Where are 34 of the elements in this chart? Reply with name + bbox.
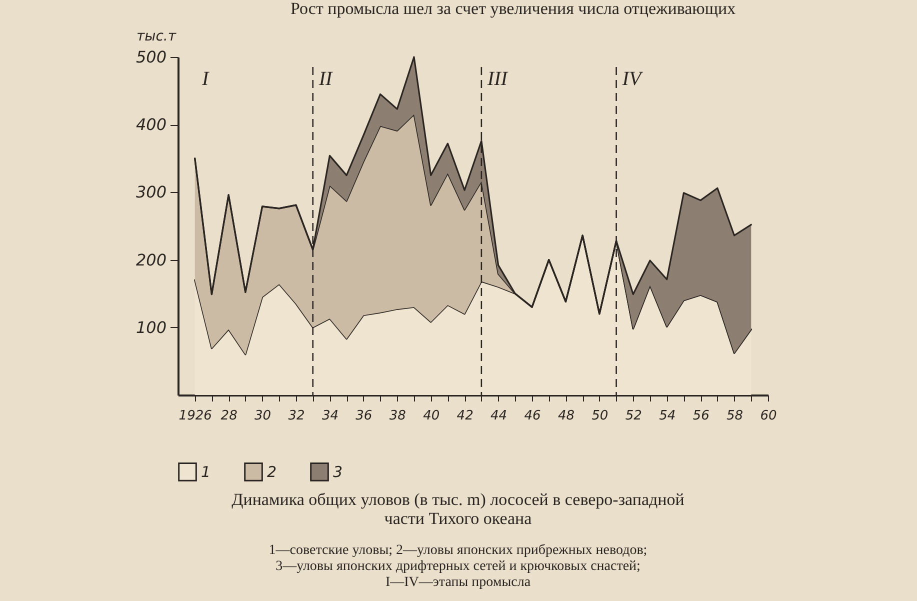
y-axis-title: тыс.т — [136, 28, 177, 44]
annotation: I — [201, 68, 210, 90]
y-tick-label: 500 — [136, 48, 166, 66]
x-tick-label: 50 — [592, 408, 608, 424]
x-tick-label: 56 — [692, 408, 710, 424]
y-tick-label: 400 — [136, 115, 166, 134]
x-tick-label: 40 — [423, 408, 440, 424]
legend-label: 1 — [201, 462, 211, 481]
y-tick-label: 300 — [136, 182, 166, 202]
text: Рост промысла шел за счет увеличения числа отцеживающих — [290, 0, 736, 18]
ref-line-label: IV — [621, 68, 644, 90]
x-tick-label: 48 — [558, 408, 574, 424]
x-tick-label: 34 — [322, 408, 338, 424]
x-tick-label: 46 — [524, 408, 541, 424]
x-tick-label: 32 — [288, 408, 305, 424]
x-tick-label: 52 — [625, 408, 642, 424]
x-tick-label: 42 — [456, 408, 474, 424]
x-tick-label: 1926 — [178, 408, 212, 424]
ref-line-label: III — [486, 68, 509, 90]
x-tick-label: 60 — [760, 408, 777, 424]
y-tick-label: 200 — [136, 250, 166, 270]
legend-label: 2 — [267, 462, 277, 481]
text: Динамика общих уловов (в тыс. m) лососей в северо-западной части Тихого океана — [232, 490, 684, 528]
ref-line-label: II — [318, 68, 334, 90]
x-tick-label: 44 — [490, 408, 508, 424]
x-tick-label: 38 — [389, 408, 406, 424]
text: 1—советские уловы; 2—уловы японских прибрежных неводов; 3—уловы японских дрифтерных сетей и крючковых снастей; I—IV—этапы промысла — [268, 543, 648, 590]
y-tick-label: 100 — [136, 318, 166, 337]
legend-label: 3 — [333, 462, 343, 481]
x-tick-label: 58 — [726, 408, 744, 424]
x-tick-label: 30 — [254, 408, 272, 424]
x-tick-label: 28 — [220, 408, 238, 424]
x-tick-label: 54 — [659, 408, 676, 424]
x-tick-label: 36 — [356, 408, 372, 424]
